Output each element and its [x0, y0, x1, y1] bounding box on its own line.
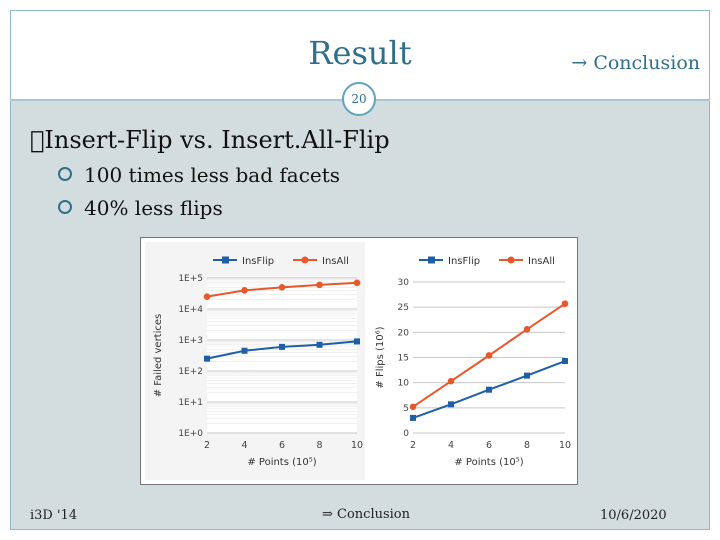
data-point	[203, 293, 211, 300]
bullet-circle-icon	[58, 200, 72, 214]
data-point	[241, 347, 248, 354]
results-figure: 1E+0 1E+1 1E+2 1E+3 1E+4 1E+5 2 4 6 8 10 # Points (…	[140, 237, 578, 485]
x-tick-label: 8	[524, 440, 530, 451]
data-point	[279, 343, 285, 350]
x-tick-label: 4	[448, 440, 454, 451]
footer-conference: i3D '14	[30, 508, 78, 523]
slide-title: Result	[308, 34, 412, 72]
data-point	[409, 403, 417, 411]
y-tick-label: 1E+1	[178, 398, 203, 408]
x-tick-label: 10	[351, 440, 363, 451]
y-tick-label: 15	[398, 354, 409, 364]
data-point	[447, 377, 455, 385]
data-point	[524, 372, 530, 379]
y-tick-label: 30	[398, 278, 410, 288]
legend-marker	[222, 256, 229, 264]
data-point	[410, 414, 416, 421]
x-tick-label: 2	[204, 440, 210, 451]
x-axis-title: # Points (10⁵)	[454, 457, 523, 468]
section-heading: Insert-Flip vs. Insert.All-Flip	[30, 126, 390, 154]
x-tick-label: 6	[486, 440, 492, 451]
y-tick-label: 5	[403, 404, 409, 414]
data-point	[354, 338, 360, 345]
legend-label: InsFlip	[448, 256, 480, 267]
charts-svg: 1E+0 1E+1 1E+2 1E+3 1E+4 1E+5 2 4 6 8 10 # Points (…	[145, 242, 571, 480]
y-tick-label: 10	[398, 379, 410, 389]
bullet-item: 40% less flips	[58, 196, 223, 220]
data-point	[561, 300, 569, 307]
legend-marker	[301, 256, 309, 264]
bullet-circle-icon	[58, 167, 72, 181]
x-tick-label: 10	[559, 440, 571, 451]
footer-conclusion-link[interactable]: ⇒ Conclusion	[322, 507, 411, 522]
bullet-text: 100 times less bad facets	[84, 163, 341, 187]
legend-marker	[428, 256, 435, 264]
data-point	[562, 358, 568, 365]
y-tick-label: 1E+5	[178, 274, 203, 284]
x-tick-label: 8	[316, 440, 322, 451]
page-number: 20	[342, 82, 376, 116]
y-tick-label: 20	[398, 328, 410, 338]
y-axis-title: # Flips (10⁶)	[375, 326, 386, 388]
conclusion-link[interactable]: → Conclusion	[571, 52, 700, 74]
data-point	[486, 386, 492, 393]
data-point	[353, 279, 361, 287]
x-tick-label: 2	[410, 440, 416, 451]
data-point	[241, 287, 248, 294]
bullet-item: 100 times less bad facets	[58, 163, 340, 187]
footer-date: 10/6/2020	[600, 508, 667, 523]
bullet-text: 40% less flips	[84, 196, 223, 220]
x-tick-label: 6	[279, 440, 285, 451]
data-point	[448, 401, 454, 408]
plot-area	[207, 278, 357, 433]
data-point	[278, 284, 286, 291]
legend-label: InsFlip	[242, 256, 274, 267]
legend-label: InsAll	[528, 256, 555, 267]
x-axis-title: # Points (10⁵)	[247, 457, 316, 468]
y-tick-label: 1E+3	[178, 336, 203, 346]
data-point	[316, 341, 323, 348]
data-point	[316, 281, 323, 289]
y-tick-label: 1E+2	[178, 367, 203, 377]
legend-marker	[507, 256, 515, 264]
data-point	[523, 326, 531, 333]
x-tick-label: 4	[241, 440, 247, 451]
y-tick-label: 0	[403, 429, 409, 439]
y-tick-label: 25	[398, 303, 409, 313]
y-axis-title: # Failed vertices	[153, 314, 164, 398]
y-tick-label: 1E+0	[178, 429, 203, 439]
data-point	[204, 355, 210, 362]
legend-label: InsAll	[322, 256, 349, 267]
data-point	[485, 352, 493, 359]
y-tick-label: 1E+4	[178, 305, 203, 315]
